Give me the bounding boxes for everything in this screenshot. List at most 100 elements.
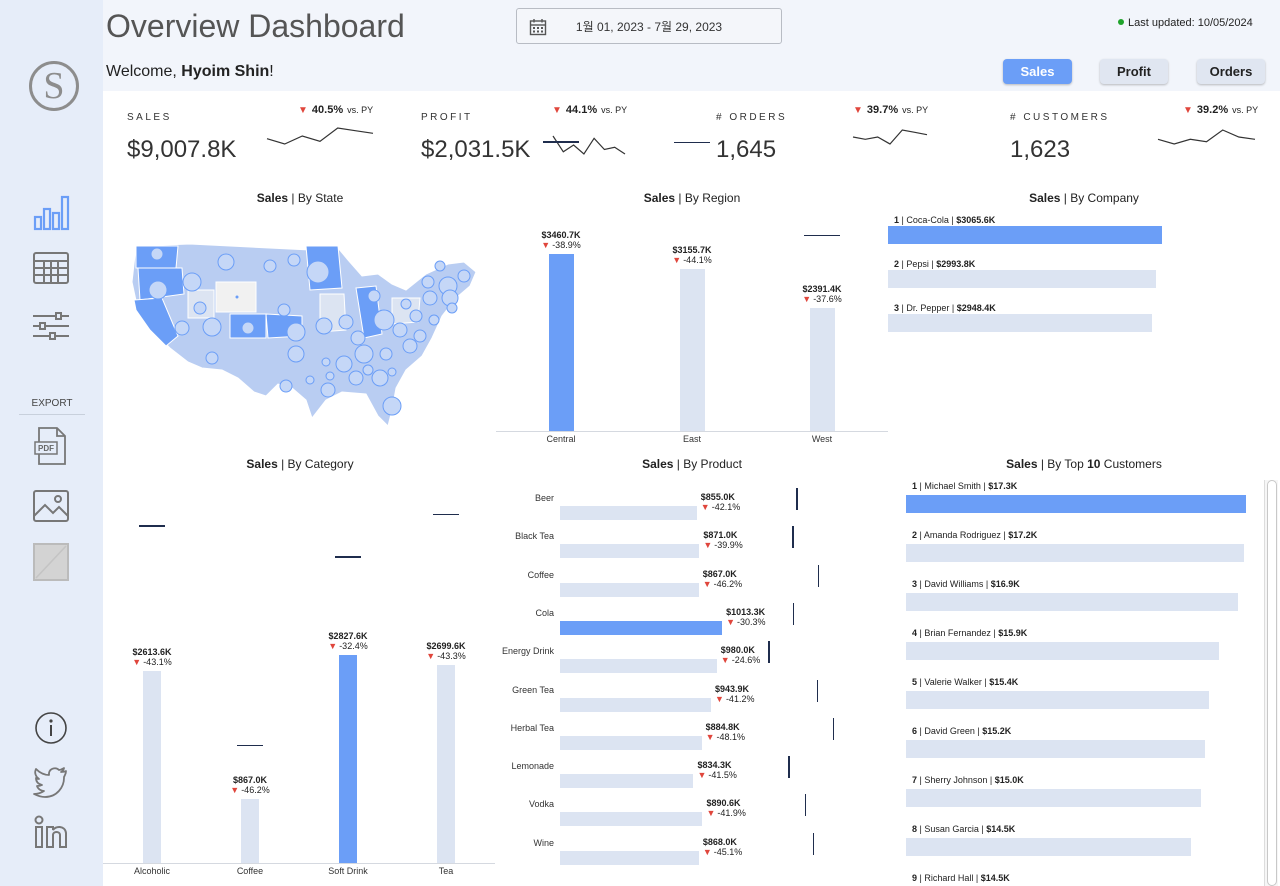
data-label-value: $834.3K: [697, 760, 732, 771]
rank-value: $17.3K: [988, 481, 1018, 491]
filters-icon[interactable]: [31, 306, 71, 346]
tab-orders[interactable]: Orders: [1197, 59, 1265, 84]
kpi-label: PROFIT: [421, 112, 473, 123]
rank-number: 7: [912, 775, 918, 785]
data-label-value: $980.0K: [720, 645, 755, 656]
scrollbar-thumb[interactable]: [1267, 480, 1277, 886]
welcome-prefix: Welcome,: [106, 63, 182, 80]
table-icon[interactable]: [31, 248, 71, 288]
bar[interactable]: [888, 270, 1156, 288]
separator: |: [990, 628, 999, 638]
bar[interactable]: [339, 655, 357, 863]
bar[interactable]: [906, 691, 1209, 709]
target-mark: [832, 717, 835, 740]
bar[interactable]: [906, 838, 1192, 856]
last-updated-text: Last updated: 10/05/2024: [1128, 17, 1253, 29]
target-mark: [433, 513, 459, 516]
target-mark: [543, 141, 579, 143]
separator: |: [974, 726, 983, 736]
bar[interactable]: [906, 544, 1245, 562]
separator: |: [948, 215, 957, 225]
target-mark: [816, 679, 819, 702]
kpi-change-value: 40.5%: [311, 104, 344, 116]
data-label: $890.6K ▼ -41.9%: [706, 798, 745, 818]
bar[interactable]: [560, 735, 702, 750]
bar[interactable]: [560, 506, 697, 520]
data-label-value: $1013.3K: [726, 606, 766, 617]
kpi-change: ▼ 39.7% vs. PY: [853, 104, 928, 116]
down-arrow-icon: ▼: [853, 105, 863, 116]
bar[interactable]: [560, 697, 712, 712]
bar[interactable]: [809, 308, 835, 431]
kpi-label: # ORDERS: [716, 112, 788, 123]
tab-sales[interactable]: Sales: [1003, 59, 1072, 84]
data-label-value: $3155.7K: [672, 245, 712, 256]
bar[interactable]: [560, 620, 723, 635]
tab-profit[interactable]: Profit: [1100, 59, 1168, 84]
target-mark: [812, 832, 815, 855]
bar[interactable]: [437, 664, 455, 863]
rank-label: 6 | David Green | $15.2K: [912, 726, 1011, 736]
rank-value: $15.0K: [994, 775, 1024, 785]
kpi-vs-label: vs. PY: [1232, 105, 1259, 115]
rank-value: $15.4K: [989, 677, 1019, 687]
rank-value: $15.2K: [982, 726, 1012, 736]
target-mark: [792, 526, 794, 549]
pdf-icon[interactable]: PDF: [31, 426, 71, 466]
data-label-value: $867.0K: [232, 775, 268, 786]
separator: |: [917, 873, 925, 883]
separator: |: [978, 824, 987, 834]
data-label-change: -38.9%: [552, 239, 581, 250]
rank-value: $14.5K: [986, 824, 1016, 834]
bar[interactable]: [679, 269, 705, 431]
bar[interactable]: [906, 593, 1239, 611]
data-label: $3460.7K ▼ -38.9%: [521, 230, 601, 250]
bar[interactable]: [143, 671, 161, 863]
bar-chart-icon[interactable]: [31, 192, 71, 232]
product-label: Beer: [534, 493, 554, 503]
linkedin-icon[interactable]: [31, 812, 71, 852]
data-label: $868.0K ▼ -45.1%: [703, 837, 742, 857]
data-label-change: -41.9%: [717, 808, 746, 819]
separator: |: [987, 775, 995, 785]
bar[interactable]: [906, 740, 1205, 758]
down-arrow-icon: ▼: [702, 846, 712, 857]
data-label-change: -43.1%: [143, 657, 172, 668]
rank-label: 8 | Susan Garcia | $14.5K: [912, 824, 1015, 834]
twitter-icon[interactable]: [31, 762, 71, 802]
down-arrow-icon: ▼: [552, 105, 562, 116]
data-label: $3155.7K ▼ -44.1%: [652, 245, 732, 265]
bar[interactable]: [560, 582, 699, 597]
welcome-suffix: !: [269, 63, 274, 80]
bar[interactable]: [241, 799, 259, 863]
bar[interactable]: [560, 659, 717, 674]
separator: |: [980, 481, 989, 491]
bar[interactable]: [560, 544, 700, 559]
data-label-value: $890.6K: [706, 798, 741, 809]
separator: |: [949, 303, 957, 313]
bar[interactable]: [906, 789, 1201, 807]
data-label: $867.0K ▼ -46.2%: [210, 775, 290, 795]
bar[interactable]: [888, 314, 1152, 332]
down-arrow-icon: ▼: [715, 693, 724, 704]
data-label: $980.0K ▼ -24.6%: [721, 645, 760, 665]
bar[interactable]: [560, 812, 703, 827]
data-label-change: -41.5%: [708, 770, 737, 781]
rank-value: $3065.6K: [956, 215, 996, 225]
info-icon[interactable]: [31, 708, 71, 748]
bar[interactable]: [548, 253, 574, 431]
us-state-map[interactable]: [130, 238, 482, 430]
tick-label: Soft Drink: [328, 866, 368, 876]
date-range-picker[interactable]: 1월 01, 2023 - 7월 29, 2023: [516, 8, 782, 44]
rank-name: Valerie Walker: [924, 677, 982, 687]
rank-label: 1 | Michael Smith | $17.3K: [912, 481, 1017, 491]
customers-scrollbar[interactable]: [1264, 480, 1278, 886]
bar[interactable]: [906, 495, 1247, 513]
bar[interactable]: [906, 642, 1219, 660]
bar[interactable]: [888, 226, 1163, 244]
bar[interactable]: [560, 774, 694, 789]
image-icon[interactable]: [31, 486, 71, 526]
bar[interactable]: [560, 850, 699, 865]
crosstab-icon[interactable]: [31, 542, 71, 582]
data-label: $943.9K ▼ -41.2%: [715, 684, 754, 704]
